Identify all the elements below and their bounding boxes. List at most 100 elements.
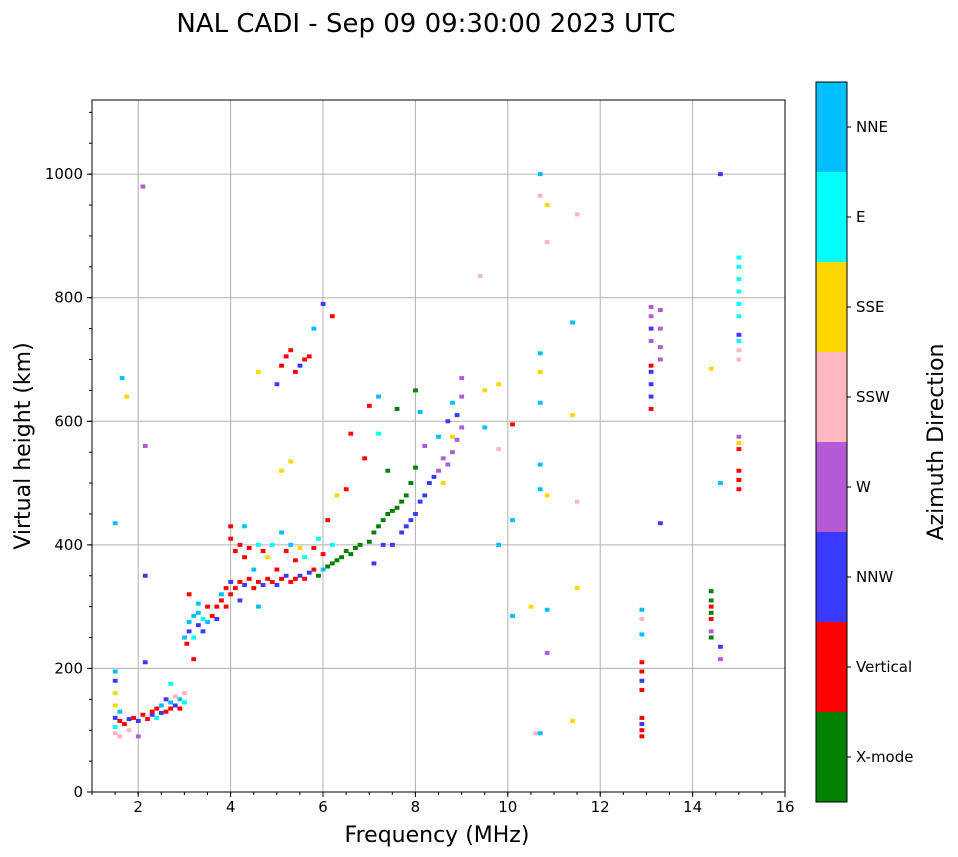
data-point-nnw [639, 678, 645, 683]
data-point-x-mode [708, 635, 714, 640]
data-point-sse [544, 203, 550, 208]
data-point-vertical [708, 604, 714, 609]
data-point-sse [440, 481, 446, 486]
data-point-x-mode [385, 468, 391, 473]
data-point-vertical [343, 487, 349, 492]
data-point-x-mode [348, 552, 354, 557]
data-point-sse [708, 366, 714, 371]
data-point-w [142, 444, 148, 448]
data-point-nnw [283, 573, 289, 578]
data-point-nnw [142, 660, 148, 665]
data-point-sse [544, 493, 550, 498]
data-point-w [648, 338, 654, 343]
data-point-nne [219, 592, 224, 597]
data-point-sse [496, 382, 502, 387]
data-point-vertical [260, 549, 266, 554]
data-point-vertical [639, 728, 645, 733]
data-point-w [459, 376, 465, 381]
data-point-ssw [736, 357, 742, 362]
data-point-ssw [639, 617, 645, 621]
data-point-sse [482, 388, 488, 393]
data-point-vertical [232, 549, 238, 554]
data-point-nnw [399, 530, 405, 535]
colorbar-label: Azimuth Direction [924, 343, 949, 540]
colorbar-segment-ssw [816, 352, 847, 442]
data-point-vertical [736, 447, 742, 452]
colorbar-label-x-mode: X-mode [856, 748, 913, 766]
data-point-nnw [417, 499, 423, 504]
data-point-x-mode [334, 558, 340, 563]
colorbar-segment-nnw [816, 532, 847, 622]
data-point-vertical [219, 598, 224, 603]
data-point-vertical [288, 348, 294, 353]
data-point-sse [334, 493, 340, 498]
y-tick-label: 400 [54, 536, 83, 554]
data-point-vertical [154, 706, 160, 711]
data-point-vertical [232, 586, 238, 591]
data-point-w [736, 434, 742, 439]
data-point-vertical [283, 354, 289, 359]
data-point-nne [537, 400, 543, 405]
data-point-vertical [283, 549, 289, 554]
data-point-nne [510, 613, 515, 618]
data-point-ssw [117, 734, 123, 739]
data-point-vertical [256, 579, 261, 584]
data-point-ssw [574, 212, 580, 217]
data-point-nne [251, 567, 257, 572]
y-tick-label: 800 [54, 289, 83, 307]
data-point-w [440, 456, 446, 461]
data-point-vertical [329, 314, 335, 319]
data-point-vertical [237, 542, 243, 547]
x-tick-label: 14 [683, 798, 702, 816]
data-point-w [450, 450, 455, 455]
data-point-ssw [736, 348, 742, 353]
data-point-nnw [454, 413, 460, 418]
data-point-nnw [431, 474, 437, 479]
data-point-nnw [422, 493, 428, 498]
data-point-nne [288, 542, 294, 547]
data-point-nne [436, 434, 441, 439]
data-point-nnw [260, 583, 266, 588]
data-point-vertical [510, 422, 515, 427]
data-point-vertical [279, 576, 284, 581]
data-point-nnw [242, 583, 247, 588]
data-point-sse [450, 434, 455, 439]
data-point-x-mode [413, 465, 418, 470]
data-point-e [168, 681, 174, 686]
colorbar-label-ssw: SSW [856, 388, 890, 406]
data-point-vertical [223, 586, 229, 591]
data-point-e [736, 289, 742, 294]
data-point-vertical [214, 604, 220, 609]
data-point-nnw [186, 629, 192, 634]
data-point-vertical [186, 592, 192, 597]
data-point-nnw [390, 542, 395, 547]
colorbar-segment-vertical [816, 622, 847, 712]
data-point-nne [311, 326, 317, 331]
x-tick-label: 2 [133, 798, 143, 816]
data-point-x-mode [708, 598, 714, 603]
data-point-nnw [195, 623, 201, 628]
data-point-e [256, 542, 261, 547]
data-point-nnw [112, 678, 118, 683]
data-point-vertical [265, 576, 271, 581]
data-point-nnw [135, 718, 141, 723]
data-point-nne [119, 376, 125, 381]
data-point-nnw [172, 703, 178, 708]
data-point-sse [256, 369, 261, 374]
y-axis-label: Virtual height (km) [11, 342, 36, 549]
data-point-sse [528, 604, 534, 609]
data-point-ssw [112, 731, 118, 736]
data-point-nne [482, 425, 488, 430]
colorbar-segment-sse [816, 262, 847, 352]
data-point-vertical [292, 576, 298, 581]
chart-title: NAL CADI - Sep 09 09:30:00 2023 UTC [176, 9, 675, 39]
data-point-sse [570, 718, 575, 723]
data-point-e [200, 617, 206, 621]
data-point-nnw [380, 542, 386, 547]
data-point-vertical [168, 706, 174, 711]
data-point-nne [417, 410, 423, 415]
data-point-x-mode [343, 549, 349, 554]
x-tick-label: 16 [775, 798, 794, 816]
axis-ticks: 2 4 6 8 10 12 14 16 0 200 400 600 800 1000 [45, 111, 795, 816]
